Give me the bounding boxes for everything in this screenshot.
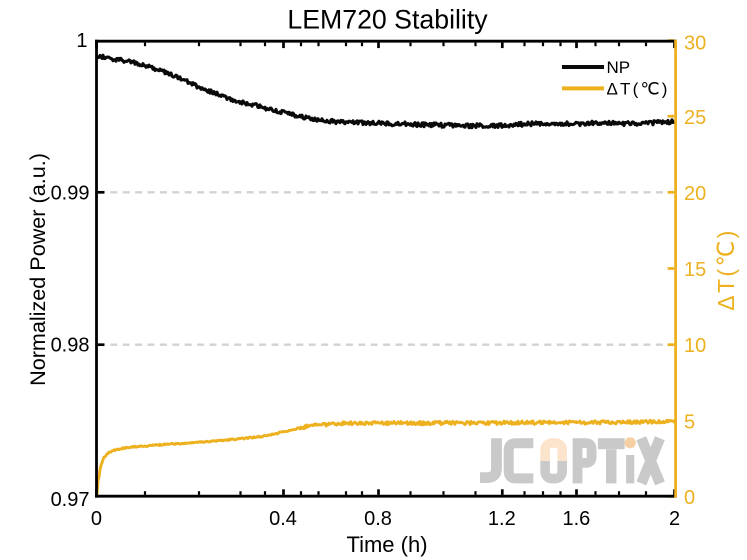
svg-text:1.6: 1.6 <box>562 508 590 530</box>
svg-text:0.98: 0.98 <box>51 335 90 357</box>
svg-text:10: 10 <box>684 335 706 357</box>
svg-text:0.4: 0.4 <box>269 508 297 530</box>
svg-text:0.99: 0.99 <box>51 182 90 204</box>
svg-text:0.8: 0.8 <box>364 508 392 530</box>
svg-text:30: 30 <box>684 33 706 55</box>
svg-text:0: 0 <box>91 508 102 530</box>
svg-text:1.2: 1.2 <box>488 508 516 530</box>
svg-text:0.97: 0.97 <box>51 489 90 511</box>
svg-text:2: 2 <box>669 508 680 530</box>
svg-text:15: 15 <box>684 259 706 281</box>
svg-text:ΔT(℃): ΔT(℃) <box>607 80 670 99</box>
svg-text:Time (h): Time (h) <box>346 532 427 557</box>
svg-text:0: 0 <box>684 487 695 509</box>
svg-text:1: 1 <box>76 30 87 52</box>
svg-text:Normalized Power (a.u.): Normalized Power (a.u.) <box>25 153 50 386</box>
svg-text:5: 5 <box>684 411 695 433</box>
svg-text:LEM720 Stability: LEM720 Stability <box>287 4 488 34</box>
svg-text:NP: NP <box>607 58 631 77</box>
svg-text:ΔT(℃): ΔT(℃) <box>713 228 739 311</box>
svg-text:20: 20 <box>684 183 706 205</box>
svg-text:25: 25 <box>684 107 706 129</box>
